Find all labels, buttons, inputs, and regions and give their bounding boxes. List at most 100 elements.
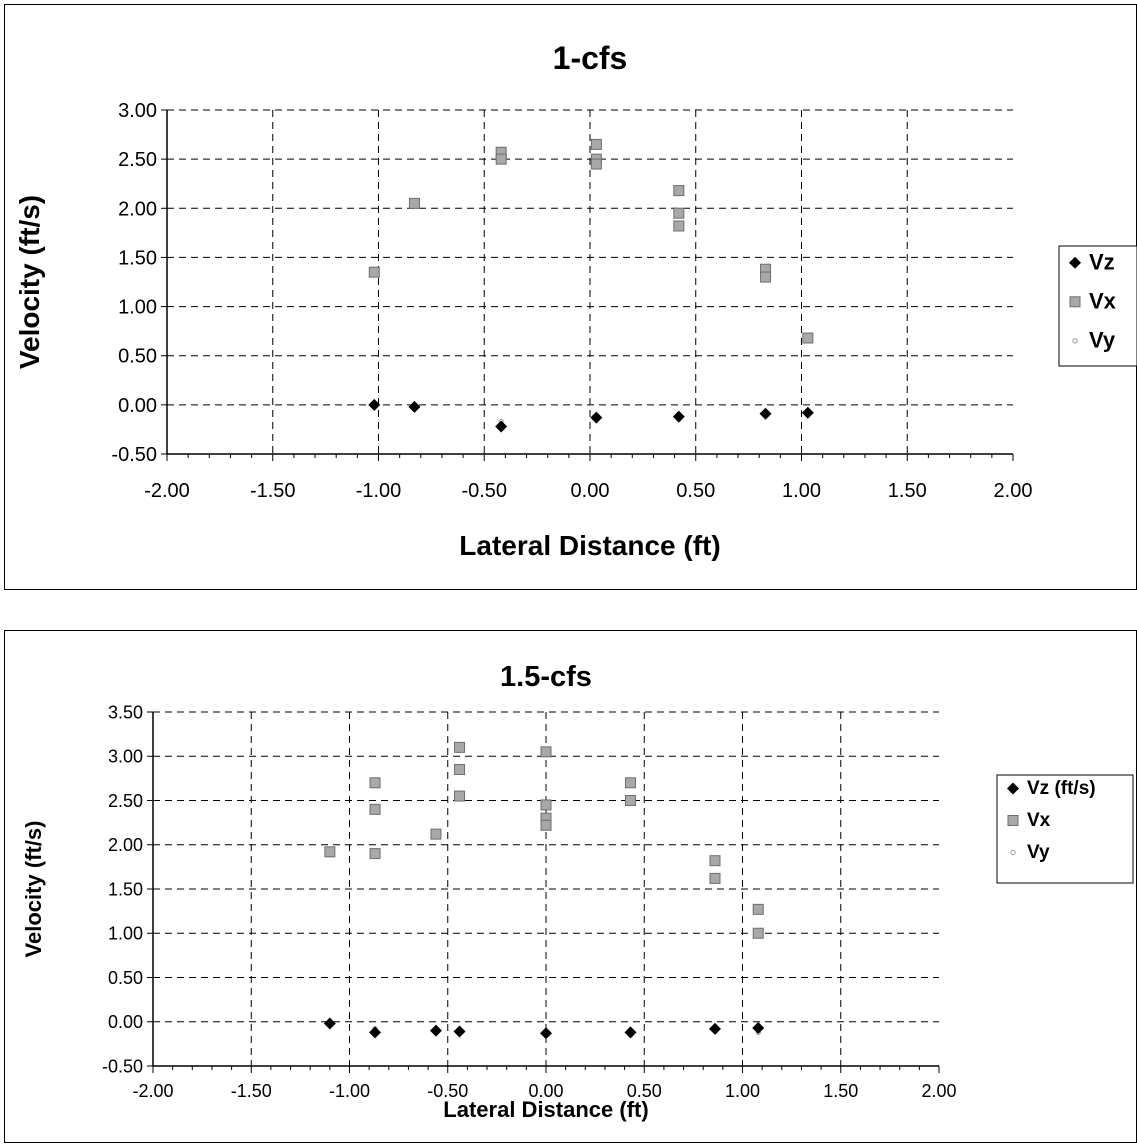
data-point — [624, 795, 636, 806]
legend-marker — [1007, 782, 1019, 795]
chart-1cfs: 1-cfs 3.00 2.50 2.00 1.50 1.00 0.50 0.00 -0.50 -2… — [14, 40, 1137, 561]
legend-box — [996, 774, 1134, 884]
data-point — [752, 927, 764, 939]
series-diamond — [368, 398, 814, 433]
y-tick-label: 2.00 — [108, 835, 143, 855]
y-tick-label: 2.50 — [108, 791, 143, 811]
legend-marker — [1010, 849, 1016, 856]
y-tick-label: 3.00 — [118, 100, 157, 122]
y-tick-label: 0.00 — [108, 1012, 143, 1032]
y-tick-label: 0.50 — [118, 346, 157, 368]
legend-marker — [1072, 338, 1078, 344]
data-point — [760, 271, 772, 283]
x-tick-label: -2.00 — [132, 1081, 173, 1101]
y-tick-label: 3.00 — [108, 747, 143, 767]
y-axis-label: Velocity (ft/s) — [21, 821, 46, 958]
legend-entry: Vy — [1089, 327, 1116, 352]
data-point — [324, 846, 336, 858]
legend-marker — [1069, 256, 1081, 269]
legend-entry: Vx — [1089, 288, 1117, 313]
legend-marker — [1007, 815, 1019, 826]
data-point — [368, 266, 380, 278]
data-point — [673, 185, 685, 197]
data-point — [590, 411, 603, 424]
legend-entry: Vz — [1089, 249, 1115, 274]
x-tick-label: -2.00 — [144, 480, 190, 502]
data-point — [801, 406, 814, 419]
data-point — [752, 903, 764, 915]
data-point — [429, 1024, 442, 1037]
data-point — [709, 855, 721, 867]
data-point — [752, 1021, 765, 1034]
y-tick-label: 2.50 — [118, 149, 157, 171]
x-tick-label: 2.00 — [921, 1081, 956, 1101]
y-tick-label: 1.50 — [118, 247, 157, 269]
chart-panel-1cfs: 1-cfs 3.00 2.50 2.00 1.50 1.00 0.50 0.00 -0.50 -2… — [4, 4, 1137, 590]
y-tick-label: 1.50 — [108, 879, 143, 899]
x-tick-label: -1.50 — [231, 1081, 272, 1101]
data-point — [590, 138, 602, 150]
data-point — [672, 410, 685, 423]
legend-entry: Vy — [1027, 842, 1050, 863]
legend: Vz (ft/s) Vx Vy — [996, 774, 1134, 884]
chart-title: 1.5-cfs — [500, 661, 592, 693]
x-tick-label: -0.50 — [427, 1081, 468, 1101]
x-tick-label: 1.50 — [823, 1081, 858, 1101]
grid — [153, 711, 939, 1066]
x-tick-label: 2.00 — [994, 480, 1033, 502]
data-point — [708, 1022, 721, 1035]
y-axis-label: Velocity (ft/s) — [14, 195, 45, 369]
data-point — [408, 400, 421, 413]
x-axis-label: Lateral Distance (ft) — [459, 530, 720, 561]
chart-title: 1-cfs — [553, 40, 628, 76]
data-point — [453, 1025, 466, 1038]
series-square — [324, 741, 764, 939]
data-point — [540, 799, 552, 811]
data-point — [454, 764, 466, 776]
x-tick-label: 0.50 — [676, 480, 715, 502]
y-tick-label: -0.50 — [111, 444, 157, 466]
x-tick-label: 1.50 — [888, 480, 927, 502]
data-point — [495, 420, 508, 433]
data-point — [408, 197, 420, 209]
legend-entry: Vz (ft/s) — [1027, 778, 1096, 799]
data-point — [673, 207, 685, 219]
legend: Vz Vx Vy — [1058, 245, 1137, 367]
legend-marker — [1069, 296, 1081, 308]
data-point — [673, 220, 685, 232]
data-point — [709, 872, 721, 884]
chart-panel-1-5cfs: 1.5-cfs 3.50 3.00 2.50 2.00 1.50 1.00 0.50 0.00 -… — [4, 630, 1137, 1143]
x-tick-label: 1.00 — [782, 480, 821, 502]
x-tick-label: 1.00 — [725, 1081, 760, 1101]
data-point — [369, 777, 381, 789]
data-point — [802, 332, 814, 344]
y-tick-label: 1.00 — [118, 297, 157, 319]
data-point — [369, 803, 381, 815]
series-small-dot — [371, 403, 811, 425]
data-point — [540, 1027, 552, 1040]
data-point — [454, 741, 466, 753]
data-point — [369, 1026, 382, 1039]
x-tick-label: 0.50 — [627, 1081, 662, 1101]
data-point — [430, 828, 442, 840]
legend-entry: Vx — [1027, 810, 1051, 831]
data-point — [454, 790, 466, 802]
data-point — [540, 746, 552, 758]
x-tick-label: -1.00 — [329, 1081, 370, 1101]
data-point — [624, 1026, 637, 1039]
data-point — [759, 407, 772, 420]
y-tick-label: 2.00 — [118, 198, 157, 220]
data-point — [369, 848, 381, 860]
y-tick-label: 0.50 — [108, 968, 143, 988]
data-point — [323, 1017, 336, 1030]
x-axis-label: Lateral Distance (ft) — [443, 1097, 648, 1122]
data-point — [624, 777, 636, 789]
grid — [167, 109, 1013, 454]
x-tick-label: -1.50 — [250, 480, 296, 502]
y-tick-label: 3.50 — [108, 702, 143, 722]
x-tick-label: 0.00 — [528, 1081, 563, 1101]
y-tick-label: 0.00 — [118, 395, 157, 417]
x-tick-label: 0.00 — [571, 480, 610, 502]
series-diamond — [323, 1017, 765, 1040]
y-tick-label: -0.50 — [102, 1056, 143, 1076]
